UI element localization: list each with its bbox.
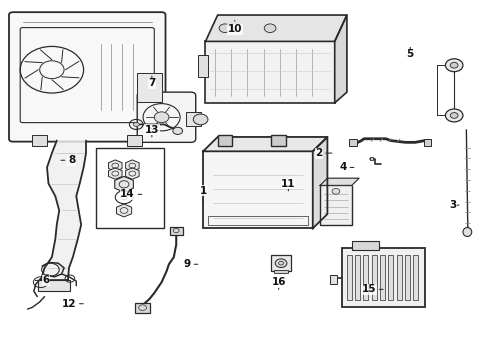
Text: 10: 10: [227, 21, 242, 35]
Polygon shape: [203, 137, 327, 151]
Text: 11: 11: [281, 179, 295, 191]
Bar: [412, 255, 417, 300]
Bar: [369, 157, 372, 160]
Ellipse shape: [462, 228, 471, 237]
Text: 1: 1: [199, 186, 206, 204]
Bar: [351, 241, 378, 250]
Text: 16: 16: [271, 277, 285, 289]
Circle shape: [275, 259, 286, 267]
Text: 8: 8: [61, 155, 75, 165]
Bar: [38, 280, 70, 291]
Bar: [354, 255, 359, 300]
Bar: [205, 41, 334, 103]
Circle shape: [193, 114, 207, 125]
FancyBboxPatch shape: [9, 12, 165, 141]
Circle shape: [154, 112, 168, 123]
Circle shape: [445, 109, 462, 122]
Text: 14: 14: [120, 189, 142, 199]
Polygon shape: [41, 140, 86, 280]
Bar: [348, 139, 356, 146]
Bar: [363, 255, 367, 300]
Bar: [387, 255, 392, 300]
Bar: [379, 255, 384, 300]
Bar: [346, 255, 351, 300]
Bar: [135, 303, 150, 313]
Bar: [137, 73, 161, 102]
Text: 15: 15: [361, 284, 382, 294]
Bar: [271, 255, 290, 271]
Bar: [127, 135, 142, 146]
Bar: [170, 226, 182, 234]
Bar: [329, 275, 336, 284]
Bar: [423, 139, 430, 146]
Text: 5: 5: [406, 47, 413, 59]
Circle shape: [264, 24, 275, 32]
Bar: [185, 112, 200, 126]
Circle shape: [449, 113, 457, 118]
Polygon shape: [205, 15, 346, 41]
Polygon shape: [334, 15, 346, 103]
Bar: [198, 55, 207, 77]
Polygon shape: [312, 137, 327, 228]
Bar: [217, 135, 232, 146]
Circle shape: [219, 24, 230, 32]
Circle shape: [133, 122, 139, 127]
Text: 9: 9: [183, 259, 198, 269]
Bar: [371, 255, 376, 300]
Text: 3: 3: [448, 200, 458, 210]
FancyBboxPatch shape: [137, 92, 195, 142]
Bar: [341, 248, 424, 307]
Text: 2: 2: [315, 148, 331, 158]
Bar: [404, 255, 409, 300]
Text: 7: 7: [148, 76, 155, 88]
Polygon shape: [320, 178, 358, 185]
Circle shape: [172, 127, 182, 134]
Bar: [207, 216, 307, 225]
Bar: [273, 270, 288, 273]
Bar: [203, 151, 312, 228]
Bar: [320, 185, 351, 225]
Bar: [96, 148, 163, 228]
Text: 6: 6: [35, 275, 49, 285]
Bar: [396, 255, 401, 300]
Text: 12: 12: [61, 299, 83, 309]
Text: 4: 4: [339, 162, 353, 172]
Circle shape: [445, 59, 462, 72]
Circle shape: [449, 62, 457, 68]
Text: 13: 13: [144, 125, 159, 137]
Bar: [271, 135, 285, 146]
Bar: [32, 135, 47, 146]
Circle shape: [331, 188, 339, 194]
